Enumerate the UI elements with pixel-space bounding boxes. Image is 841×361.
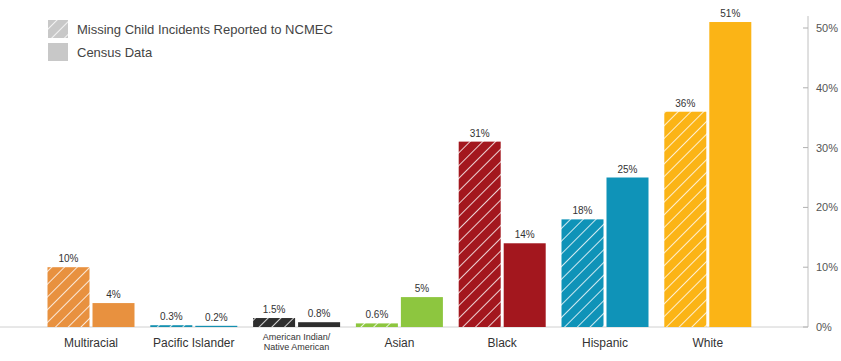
category-label: Multiracial	[64, 336, 118, 350]
category-label: Pacific Islander	[153, 336, 234, 350]
legend-swatch	[48, 43, 68, 61]
bar	[459, 142, 501, 327]
bar	[607, 178, 649, 328]
y-tick-label: 40%	[816, 82, 838, 94]
y-tick-label: 30%	[816, 142, 838, 154]
data-label: 14%	[515, 229, 535, 240]
legend-swatch	[48, 20, 68, 38]
y-tick	[803, 28, 808, 29]
data-label: 1.5%	[263, 304, 286, 315]
y-tick	[803, 327, 808, 328]
data-label: 31%	[470, 128, 490, 139]
data-label: 0.8%	[308, 308, 331, 319]
bar	[48, 267, 90, 327]
data-label: 0.6%	[366, 309, 389, 320]
data-label: 36%	[675, 98, 695, 109]
bar	[562, 219, 604, 327]
bar	[298, 322, 340, 327]
bar	[195, 326, 237, 327]
y-tick	[803, 87, 808, 88]
data-label: 0.2%	[205, 312, 228, 323]
bar	[93, 303, 135, 327]
bar	[253, 318, 295, 327]
data-label: 25%	[617, 164, 637, 175]
y-tick-label: 0%	[816, 321, 832, 333]
y-tick-label: 20%	[816, 201, 838, 213]
data-label: 5%	[415, 283, 430, 294]
bar	[356, 323, 398, 327]
y-tick-label: 10%	[816, 261, 838, 273]
bars	[48, 22, 752, 327]
data-label: 0.3%	[160, 311, 183, 322]
y-tick	[803, 147, 808, 148]
bar	[504, 243, 546, 327]
legend-label: Census Data	[77, 45, 153, 60]
data-label: 10%	[58, 253, 78, 264]
y-axis-line	[808, 16, 809, 327]
bar	[401, 297, 443, 327]
y-tick-label: 50%	[816, 22, 838, 34]
bar	[664, 112, 706, 327]
bar	[150, 325, 192, 327]
legend: Missing Child Incidents Reported to NCME…	[48, 20, 333, 61]
chart: 0% 10% 20% 30% 40% 50% 10% 4% 0.3% 0.2% 1.5% 0.8% 0.…	[0, 0, 841, 361]
bar	[709, 22, 751, 327]
y-tick	[803, 207, 808, 208]
legend-label: Missing Child Incidents Reported to NCME…	[77, 22, 333, 37]
category-label: Hispanic	[582, 336, 628, 350]
data-label: 51%	[720, 8, 740, 19]
category-label: White	[692, 336, 723, 350]
labels: 10% 4% 0.3% 0.2% 1.5% 0.8% 0.6% 5% 31% 14% 18% 25% 3…	[58, 8, 740, 323]
category-label: American Indian/Native American	[263, 332, 331, 352]
data-label: 4%	[106, 289, 121, 300]
category-label: Black	[488, 336, 518, 350]
category-label: Asian	[384, 336, 414, 350]
data-label: 18%	[572, 205, 592, 216]
y-tick	[803, 267, 808, 268]
